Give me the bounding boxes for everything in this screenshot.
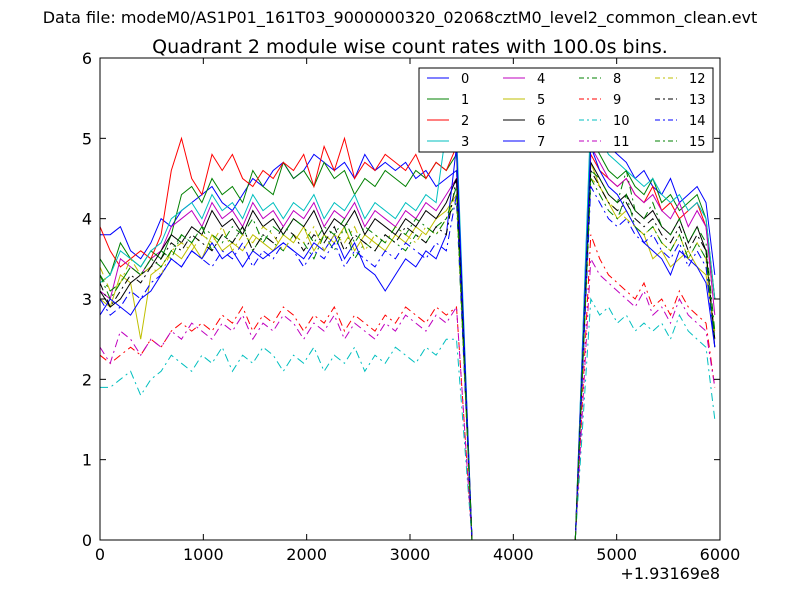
x-tick-label: 4000 [493,545,534,564]
legend-label-3: 3 [461,135,469,150]
legend-label-4: 4 [537,72,545,87]
series-line-10 [100,297,716,540]
x-offset-label: +1.93169e8 [620,564,720,583]
legend-label-14: 14 [689,114,706,129]
legend-label-6: 6 [537,114,545,129]
y-tick-label: 5 [82,129,92,148]
y-tick-label: 4 [82,210,92,229]
y-tick-label: 0 [82,531,92,550]
legend-label-15: 15 [689,135,706,150]
legend-label-5: 5 [537,93,545,108]
series-line-1 [100,136,716,540]
x-tick-label: 6000 [700,545,741,564]
series-line-9 [100,234,716,540]
legend-label-2: 2 [461,114,469,129]
legend-box [418,67,714,153]
series-line-14 [100,184,716,540]
series-group [100,114,716,540]
series-line-7 [100,146,716,540]
legend-label-7: 7 [537,135,545,150]
series-line-5 [100,162,716,540]
legend-label-12: 12 [689,72,706,87]
series-line-4 [100,144,716,540]
chart-title: Quadrant 2 module wise count rates with … [152,36,668,58]
legend-label-10: 10 [613,114,630,129]
y-tick-label: 1 [82,451,92,470]
legend-label-13: 13 [689,93,706,108]
legend-label-9: 9 [613,93,621,108]
legend-label-1: 1 [461,93,469,108]
series-line-11 [100,257,716,540]
series-line-15 [100,176,716,540]
x-tick-label: 0 [95,545,105,564]
series-line-3 [100,114,716,540]
series-line-8 [100,169,716,540]
legend-label-11: 11 [613,135,630,150]
series-line-6 [100,160,716,540]
series-line-13 [100,168,716,540]
legend-label-0: 0 [461,72,469,87]
y-tick-label: 2 [82,370,92,389]
legend-label-8: 8 [613,72,621,87]
y-tick-label: 3 [82,290,92,309]
x-tick-label: 1000 [183,545,224,564]
x-tick-label: 5000 [596,545,637,564]
y-tick-label: 6 [82,49,92,68]
figure-suptitle: Data file: modeM0/AS1P01_161T03_90000003… [42,8,758,27]
x-tick-label: 3000 [390,545,431,564]
x-tick-label: 2000 [286,545,327,564]
